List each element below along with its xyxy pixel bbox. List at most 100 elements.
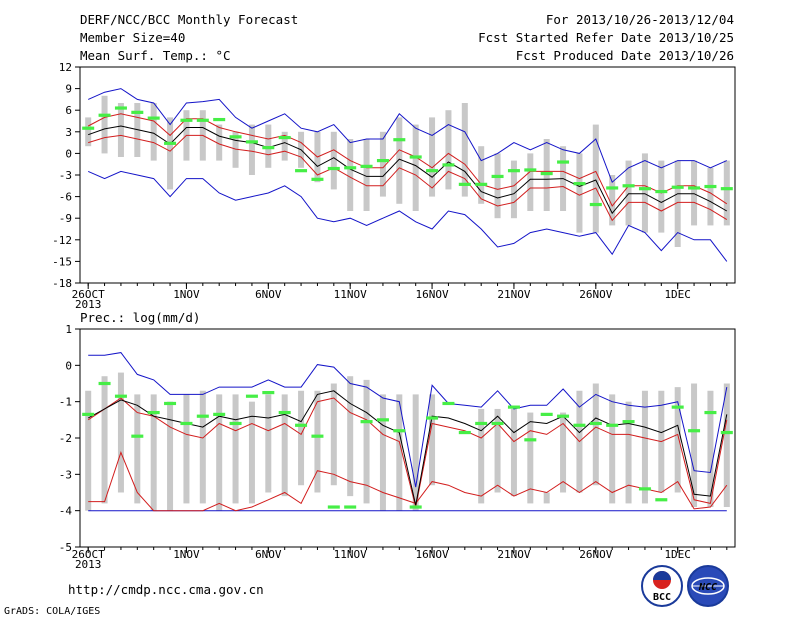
x-tick-label: 26NOV <box>579 548 612 561</box>
ensemble-box <box>314 390 321 493</box>
ensemble-box <box>216 394 223 511</box>
green-marker <box>393 429 406 433</box>
y-tick-label: 0 <box>65 147 72 160</box>
ensemble-box <box>461 103 468 197</box>
green-marker <box>606 186 619 190</box>
ensemble-box <box>298 390 305 486</box>
plot-frame <box>79 66 736 284</box>
ensemble-box <box>478 146 485 204</box>
x-tick-label: 1DEC <box>664 288 691 301</box>
y-tick-label: 3 <box>65 126 72 139</box>
ensemble-box <box>101 95 108 154</box>
ensemble-box <box>478 408 485 504</box>
ensemble-box <box>199 390 206 504</box>
ensemble-box <box>412 394 419 511</box>
y-tick-label: -9 <box>59 212 72 225</box>
ensemble-box <box>691 383 698 508</box>
green-marker <box>589 202 602 207</box>
ensemble-box <box>134 394 141 504</box>
y-tick-label: -4 <box>59 505 73 518</box>
green-marker <box>327 505 340 509</box>
green-marker <box>393 138 406 142</box>
x-tick-label: 6NOV <box>255 548 282 561</box>
green-marker <box>295 169 308 173</box>
green-marker <box>114 394 127 398</box>
green-marker <box>98 113 111 117</box>
ensemble-box <box>85 390 92 511</box>
ensemble-box <box>281 394 288 497</box>
green-marker <box>114 106 127 110</box>
green-marker <box>573 182 586 186</box>
ensemble-box <box>248 124 255 175</box>
ensemble-box <box>167 401 174 511</box>
green-marker <box>557 414 570 418</box>
ensemble-box <box>592 124 599 233</box>
green-marker <box>213 117 226 122</box>
green-marker <box>475 182 488 186</box>
ncc-logo-label: NCC <box>698 582 717 593</box>
precip-panel-title: Prec.: log(mm/d) <box>80 310 200 325</box>
green-marker <box>196 118 209 122</box>
y-tick-label: -3 <box>59 169 72 182</box>
green-marker <box>540 412 553 416</box>
y-tick-label: -18 <box>52 277 72 290</box>
green-marker <box>360 164 373 168</box>
ensemble-box <box>641 153 648 233</box>
blue-lower-line <box>87 170 728 262</box>
green-marker <box>360 420 373 424</box>
x-tick-label: 21NOV <box>497 548 530 561</box>
green-marker <box>638 187 651 191</box>
ensemble-box <box>379 131 386 197</box>
green-marker <box>262 146 275 150</box>
ensemble-box <box>576 153 583 233</box>
green-marker <box>426 169 439 173</box>
green-marker <box>229 421 242 426</box>
source-url[interactable]: http://cmdp.ncc.cma.gov.cn <box>68 582 264 597</box>
green-marker <box>589 421 602 426</box>
green-marker <box>131 434 144 438</box>
x-tick-label: 1NOV <box>173 288 200 301</box>
green-marker <box>491 174 504 179</box>
green-marker <box>82 412 95 416</box>
green-marker <box>655 189 668 194</box>
ensemble-box <box>592 383 599 486</box>
green-marker <box>573 423 586 427</box>
red-upper-line <box>87 113 728 207</box>
green-marker <box>311 434 324 438</box>
green-marker <box>295 423 308 427</box>
ncc-logo: NCC <box>687 565 729 607</box>
ensemble-box <box>429 117 436 197</box>
green-marker <box>442 401 455 406</box>
y-tick-label: -15 <box>52 255 72 268</box>
temperature-panel: -18 -15 -12 -9 -6 -3 0 3 6 9 12 26OCT 1NOV 6NOV 11NOV 1… <box>52 61 736 311</box>
ensemble-box <box>625 160 632 226</box>
ensemble-box <box>707 390 714 508</box>
x-year-label: 2013 <box>75 298 102 311</box>
grads-credit: GrADS: COLA/IGES <box>4 606 100 617</box>
green-marker <box>196 414 209 418</box>
green-marker <box>507 405 520 409</box>
y-tick-label: -6 <box>59 191 72 204</box>
green-marker <box>720 430 733 435</box>
ensemble-box <box>494 408 501 493</box>
green-marker <box>327 166 340 171</box>
green-marker <box>720 187 733 191</box>
green-marker <box>540 171 553 176</box>
green-marker <box>557 160 570 164</box>
green-marker <box>245 394 258 398</box>
y-tick-label: 1 <box>65 323 72 336</box>
green-marker <box>442 163 455 167</box>
x-year-label: 2013 <box>75 558 102 571</box>
ensemble-box <box>723 160 730 226</box>
ensemble-box <box>510 160 517 219</box>
green-marker <box>704 184 717 189</box>
red-lower-line <box>88 134 728 222</box>
green-marker <box>278 410 291 415</box>
ensemble-box <box>232 131 239 168</box>
green-marker <box>524 438 537 442</box>
green-marker <box>98 381 111 386</box>
ensemble-box <box>674 160 681 247</box>
green-marker <box>229 135 242 139</box>
green-marker <box>704 410 717 415</box>
ensemble-box <box>363 379 370 504</box>
